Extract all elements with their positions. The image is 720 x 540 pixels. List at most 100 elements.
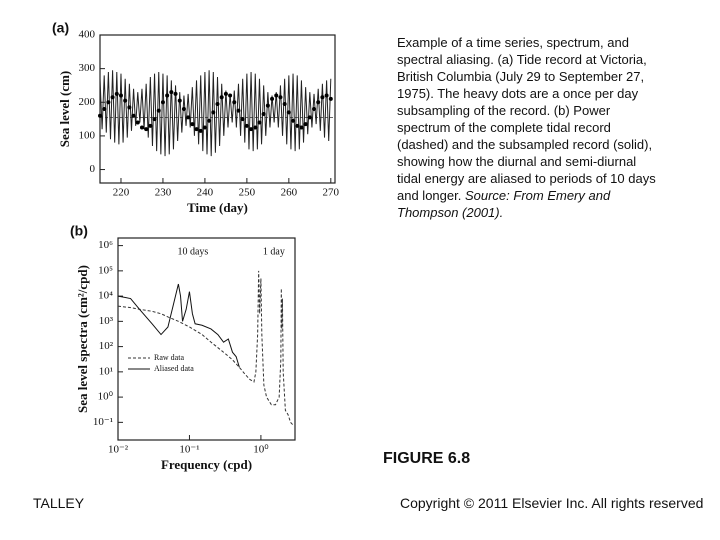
data-point [299, 125, 304, 130]
x-tick-label: 270 [323, 187, 340, 199]
data-point [274, 93, 279, 98]
data-point [270, 96, 275, 101]
y-axis-label: Sea level (cm) [57, 71, 72, 148]
data-point [198, 128, 203, 133]
data-point [169, 90, 174, 95]
x-tick-label: 240 [197, 187, 214, 199]
data-point [232, 100, 237, 105]
data-point [173, 91, 178, 96]
data-point [106, 100, 111, 105]
data-point [295, 123, 300, 128]
x-tick-label: 220 [113, 187, 130, 199]
data-point [312, 107, 317, 111]
plot-frame [117, 237, 296, 441]
data-point [278, 95, 283, 100]
y-tick-label: 10² [99, 340, 114, 352]
x-tick-label: 10⁻² [108, 444, 129, 456]
data-point [98, 113, 102, 118]
legend-label: Raw data [154, 353, 184, 362]
data-point [152, 117, 157, 122]
y-tick-label: 0 [90, 163, 96, 175]
data-point [144, 127, 149, 132]
annotation: 1 day [263, 246, 285, 257]
data-point [286, 110, 291, 115]
data-point [324, 93, 329, 98]
footer-author: TALLEY [33, 495, 85, 511]
y-tick-label: 10⁶ [98, 239, 113, 251]
data-point [102, 107, 107, 111]
y-axis-label: Sea level spectra (cm²/cpd) [75, 265, 90, 413]
panel-label: (a) [52, 20, 69, 36]
x-tick-label: 250 [239, 187, 256, 199]
data-point [303, 122, 308, 127]
footer-copyright: Copyright © 2011 Elsevier Inc. All right… [400, 495, 704, 511]
data-point [282, 101, 287, 106]
data-point [207, 118, 212, 123]
data-point [114, 91, 119, 96]
data-point [265, 103, 270, 108]
data-point [257, 120, 262, 125]
data-point [156, 108, 161, 113]
data-point [110, 95, 115, 100]
data-point [181, 107, 186, 111]
y-tick-label: 300 [79, 62, 96, 74]
data-point [316, 100, 321, 105]
y-tick-label: 100 [79, 129, 96, 141]
y-tick-label: 10⁰ [98, 391, 114, 403]
data-point [202, 125, 207, 130]
data-point [139, 125, 144, 130]
y-tick-label: 10³ [99, 315, 114, 327]
y-tick-label: 10⁴ [98, 290, 113, 302]
caption-source: Source: From Emery and Thompson (2001). [397, 188, 611, 220]
data-point [261, 112, 266, 117]
data-point [320, 95, 325, 100]
data-point [118, 93, 123, 98]
data-point [219, 95, 224, 100]
data-point [186, 115, 191, 120]
x-axis-label: Time (day) [187, 200, 248, 215]
x-tick-label: 10⁻¹ [179, 444, 199, 456]
annotation: 10 days [177, 246, 208, 257]
series-line [117, 283, 240, 368]
data-point [223, 91, 228, 96]
data-point [131, 113, 136, 118]
series-line [117, 270, 294, 426]
y-tick-label: 10⁵ [98, 264, 113, 276]
data-point [211, 110, 216, 115]
data-point [160, 100, 165, 105]
data-point [236, 108, 241, 113]
data-point [135, 120, 140, 125]
x-tick-label: 260 [281, 187, 298, 199]
x-axis-label: Frequency (cpd) [161, 457, 252, 472]
data-point [307, 115, 312, 120]
x-tick-label: 10⁰ [253, 444, 269, 456]
data-point [177, 98, 182, 103]
y-tick-label: 10⁻¹ [93, 416, 113, 428]
data-point [148, 123, 153, 128]
data-point [228, 93, 233, 98]
data-point [253, 125, 258, 130]
caption-text: Example of a time series, spectrum, and … [397, 35, 656, 203]
figure-label: FIGURE 6.8 [383, 450, 471, 467]
series-line [99, 70, 332, 157]
panel-label: (b) [70, 223, 88, 239]
caption: Example of a time series, spectrum, and … [397, 34, 659, 221]
data-point [328, 96, 333, 101]
legend-label: Aliased data [154, 364, 194, 373]
x-tick-label: 230 [155, 187, 172, 199]
y-tick-label: 200 [79, 96, 96, 108]
y-tick-label: 400 [79, 29, 96, 41]
plot-frame [99, 34, 336, 184]
data-point [190, 122, 195, 127]
data-point [127, 105, 132, 110]
data-point [194, 127, 199, 132]
data-point [123, 98, 128, 103]
data-point [291, 118, 296, 123]
data-point [249, 127, 254, 132]
data-point [215, 101, 220, 106]
data-point [244, 123, 249, 128]
data-point [165, 93, 170, 98]
data-point [240, 117, 245, 122]
